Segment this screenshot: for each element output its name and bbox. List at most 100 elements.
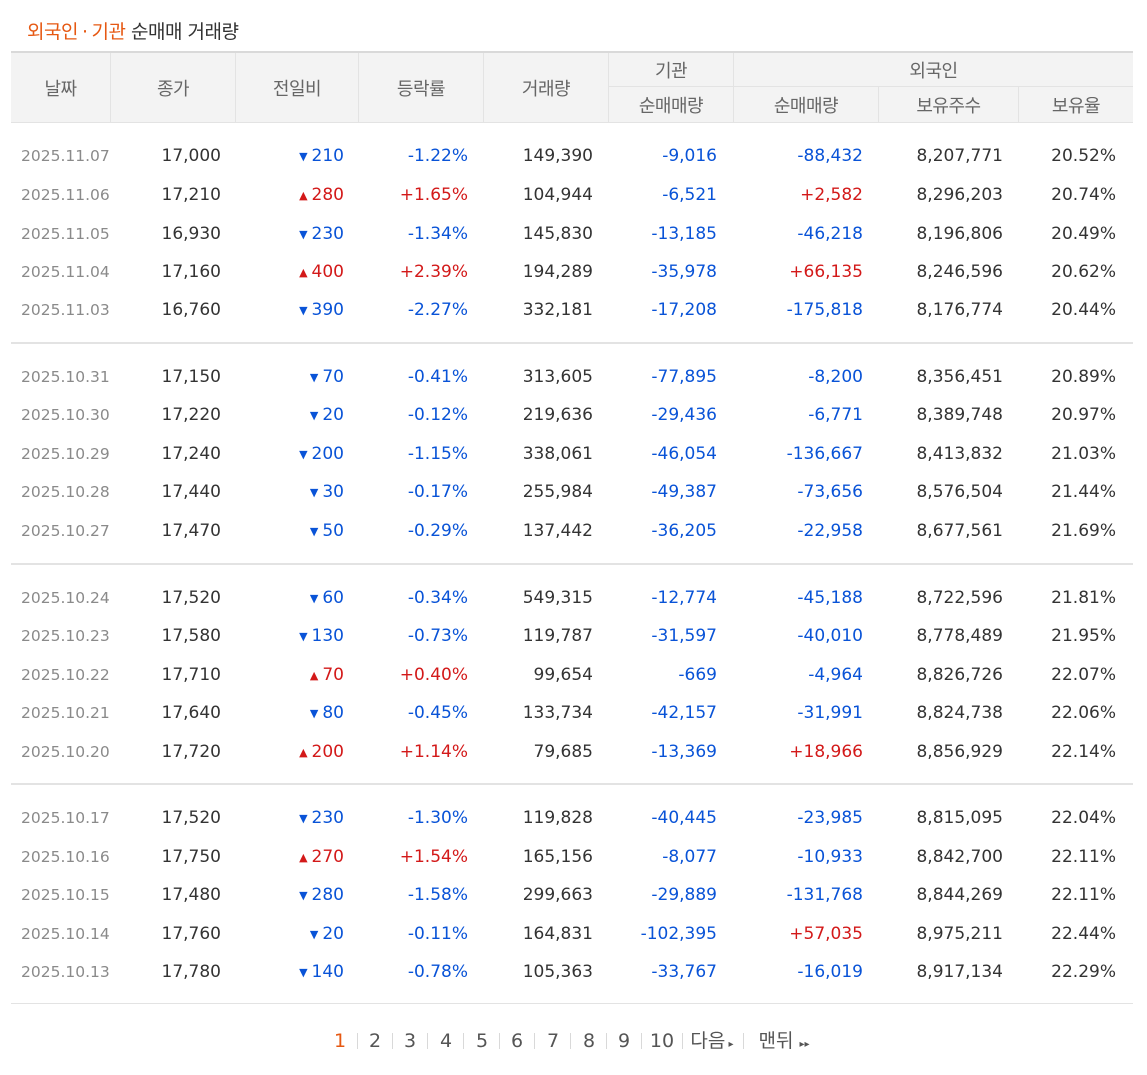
rate-cell: -0.11% (407, 924, 468, 944)
close-cell: 17,480 (161, 885, 221, 905)
change-cell: ▼ 140 (236, 953, 344, 991)
volume-cell: 332,181 (522, 300, 593, 320)
foreign-shares-cell: 8,826,726 (916, 665, 1003, 685)
page-link-2[interactable]: 2 (368, 1030, 382, 1052)
foreign-net-cell: +18,966 (789, 742, 863, 762)
foreign-ratio-cell: 21.69% (1051, 521, 1116, 541)
table-row: 2025.11.04 17,160 ▲ 400 +2.39% 194,289 -35,978… (11, 253, 1133, 291)
change-cell: ▼ 20 (236, 915, 344, 953)
foreign-net-cell: -131,768 (786, 885, 863, 905)
close-cell: 16,760 (161, 300, 221, 320)
change-cell: ▲ 400 (236, 253, 344, 291)
page-divider (392, 1033, 393, 1049)
volume-cell: 105,363 (522, 962, 593, 982)
volume-cell: 79,685 (533, 742, 593, 762)
foreign-ratio-cell: 22.06% (1051, 703, 1116, 723)
change-cell: ▼ 70 (236, 358, 344, 396)
header-foreign: 외국인 (734, 53, 1133, 87)
title-foreign: 외국인 (27, 21, 78, 43)
institution-net-cell: -8,077 (662, 847, 717, 867)
close-cell: 17,210 (161, 185, 221, 205)
close-cell: 17,710 (161, 665, 221, 685)
rate-cell: +1.14% (399, 742, 468, 762)
down-triangle-icon: ▼ (309, 592, 319, 605)
change-value: 200 (311, 444, 344, 464)
foreign-shares-cell: 8,844,269 (916, 885, 1003, 905)
institution-net-cell: -49,387 (651, 482, 717, 502)
change-value: 280 (311, 185, 344, 205)
down-triangle-icon: ▼ (299, 966, 308, 979)
page-link-3[interactable]: 3 (403, 1030, 417, 1052)
date-cell: 2025.10.29 (21, 445, 110, 463)
change-value: 210 (311, 146, 344, 166)
change-value: 20 (322, 924, 344, 944)
volume-cell: 313,605 (522, 367, 593, 387)
down-triangle-icon: ▼ (309, 928, 319, 941)
change-value: 70 (322, 665, 344, 685)
table-row: 2025.10.23 17,580 ▼ 130 -0.73% 119,787 -31,597… (11, 617, 1133, 655)
table-row: 2025.10.27 17,470 ▼ 50 -0.29% 137,442 -36,205 -… (11, 512, 1133, 550)
change-cell: ▲ 70 (236, 656, 344, 694)
page-divider (570, 1033, 571, 1049)
change-cell: ▼ 20 (236, 396, 344, 434)
volume-cell: 145,830 (522, 224, 593, 244)
close-cell: 17,470 (161, 521, 221, 541)
change-cell: ▼ 50 (236, 512, 344, 550)
date-cell: 2025.10.22 (21, 666, 110, 684)
page-link-1[interactable]: 1 (333, 1030, 347, 1052)
down-triangle-icon: ▼ (299, 630, 308, 643)
foreign-ratio-cell: 21.95% (1051, 626, 1116, 646)
date-cell: 2025.10.30 (21, 406, 110, 424)
institution-net-cell: -13,369 (651, 742, 717, 762)
change-value: 390 (311, 300, 344, 320)
next-page-link[interactable]: 다음 ▸ (684, 1026, 740, 1056)
down-triangle-icon: ▼ (309, 409, 319, 422)
down-triangle-icon: ▼ (299, 812, 308, 825)
page-divider (606, 1033, 607, 1049)
close-cell: 17,520 (161, 808, 221, 828)
change-cell: ▲ 200 (236, 733, 344, 771)
page-link-8[interactable]: 8 (582, 1030, 596, 1052)
date-cell: 2025.11.07 (21, 147, 110, 165)
page-link-9[interactable]: 9 (617, 1030, 631, 1052)
page-link-5[interactable]: 5 (475, 1030, 489, 1052)
foreign-net-cell: -31,991 (797, 703, 863, 723)
volume-cell: 165,156 (522, 847, 593, 867)
page-link-7[interactable]: 7 (546, 1030, 560, 1052)
header-change: 전일비 (236, 53, 359, 122)
table-row: 2025.10.16 17,750 ▲ 270 +1.54% 165,156 -8,077 -… (11, 838, 1133, 876)
rate-cell: -0.78% (407, 962, 468, 982)
last-page-label: 맨뒤 (758, 1030, 794, 1052)
foreign-net-cell: -16,019 (797, 962, 863, 982)
volume-cell: 164,831 (522, 924, 593, 944)
last-arrow-icon: ▸▸ (799, 1039, 810, 1050)
institution-net-cell: -17,208 (651, 300, 717, 320)
date-cell: 2025.10.31 (21, 368, 110, 386)
foreign-net-cell: -8,200 (808, 367, 863, 387)
table-row: 2025.10.15 17,480 ▼ 280 -1.58% 299,663 -29,889… (11, 876, 1133, 914)
table-row: 2025.11.07 17,000 ▼ 210 -1.22% 149,390 -9,016 -… (11, 137, 1133, 175)
pagination: 1 2 3 4 5 6 7 8 9 10 다음 ▸ 맨뒤 ▸▸ (0, 1026, 1147, 1056)
date-cell: 2025.11.03 (21, 301, 110, 319)
page-divider (682, 1033, 683, 1049)
close-cell: 17,520 (161, 588, 221, 608)
date-cell: 2025.10.21 (21, 704, 110, 722)
rate-cell: +0.40% (399, 665, 468, 685)
page-link-4[interactable]: 4 (439, 1030, 453, 1052)
foreign-net-cell: +66,135 (789, 262, 863, 282)
change-value: 60 (322, 588, 344, 608)
page-link-10[interactable]: 10 (649, 1030, 675, 1052)
foreign-shares-cell: 8,815,095 (916, 808, 1003, 828)
foreign-net-cell: -73,656 (797, 482, 863, 502)
volume-cell: 338,061 (522, 444, 593, 464)
page-link-6[interactable]: 6 (510, 1030, 524, 1052)
down-triangle-icon: ▼ (299, 228, 308, 241)
change-cell: ▼ 130 (236, 617, 344, 655)
last-page-link[interactable]: 맨뒤 ▸▸ (746, 1026, 822, 1056)
date-cell: 2025.11.05 (21, 225, 110, 243)
header-date: 날짜 (11, 53, 111, 122)
date-cell: 2025.10.14 (21, 925, 110, 943)
foreign-shares-cell: 8,824,738 (916, 703, 1003, 723)
table-row: 2025.10.29 17,240 ▼ 200 -1.15% 338,061 -46,054… (11, 435, 1133, 473)
